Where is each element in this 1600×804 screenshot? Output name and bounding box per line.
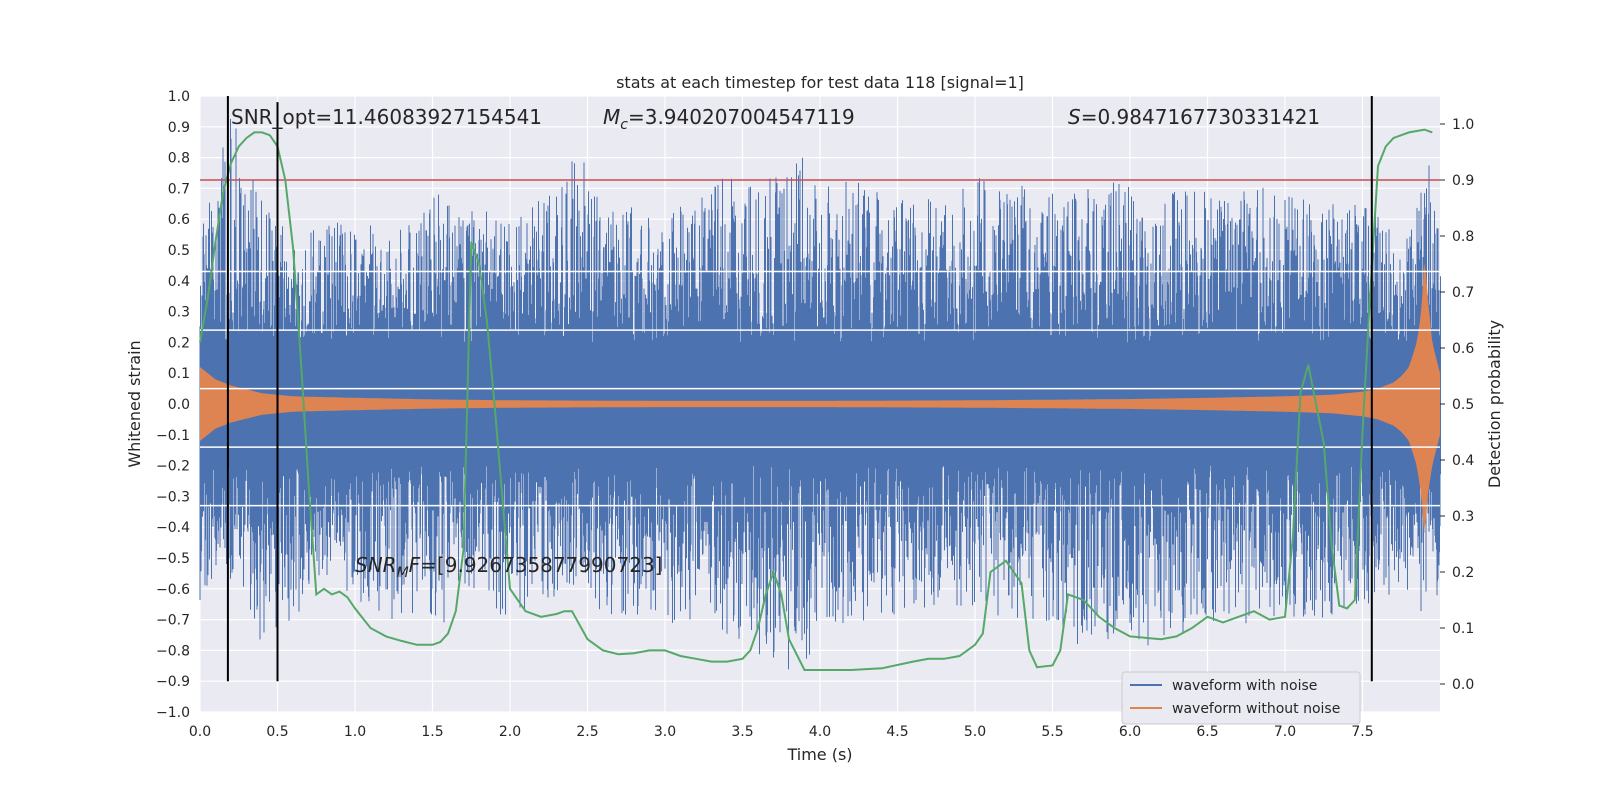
y2-tick-label: 0.9 [1452, 173, 1474, 189]
x-tick-label: 3.5 [731, 724, 753, 740]
y-tick-label: 0.4 [168, 274, 190, 290]
y2-tick-label: 0.7 [1452, 285, 1474, 301]
y-axis-label: Whitened strain [125, 340, 144, 467]
y-tick-label: −0.6 [156, 582, 190, 598]
y-tick-label: 0.6 [168, 212, 190, 228]
y-tick-label: 0.2 [168, 335, 190, 351]
waveform-with-noise-line [199, 119, 1441, 670]
y-tick-label: −0.7 [156, 613, 190, 629]
y-tick-label: −0.3 [156, 489, 190, 505]
x-tick-label: 3.0 [654, 724, 676, 740]
x-tick-label: 7.5 [1351, 724, 1373, 740]
y-tick-label: 0.5 [168, 243, 190, 259]
y-tick-label: −0.8 [156, 643, 190, 659]
x-tick-label: 6.0 [1119, 724, 1141, 740]
x-tick-label: 2.0 [499, 724, 521, 740]
y2-tick-label: 0.3 [1452, 509, 1474, 525]
y-tick-label: 0.7 [168, 181, 190, 197]
vertical-markers-layer [226, 96, 1373, 682]
y-tick-label: 0.9 [168, 120, 190, 136]
probability-layer [199, 128, 1433, 671]
x-tick-label: 4.0 [809, 724, 831, 740]
y-tick-label: −0.4 [156, 520, 190, 536]
y2-tick-label: 0.6 [1452, 341, 1474, 357]
y2-tick-label: 0.8 [1452, 229, 1474, 245]
legend: waveform with noise waveform without noi… [1121, 671, 1361, 725]
y2-axis-label: Detection probability [1485, 320, 1504, 488]
y2-tick-label: 1.0 [1452, 117, 1474, 133]
y2-tick-label: 0.2 [1452, 565, 1474, 581]
y2-tick-label: 0.5 [1452, 397, 1474, 413]
y-tick-label: 0.3 [168, 305, 190, 321]
legend-box [1121, 671, 1361, 725]
y-tick-label: −0.9 [156, 674, 190, 690]
x-tick-label: 2.5 [576, 724, 598, 740]
y2-tick-label: 0.1 [1452, 621, 1474, 637]
x-tick-label: 5.5 [1041, 724, 1063, 740]
x-tick-label: 7.0 [1274, 724, 1296, 740]
y-tick-label: 0.8 [168, 151, 190, 167]
snr-opt-annotation: SNR_opt=11.46083927154541 [231, 105, 542, 129]
legend-label-clean: waveform without noise [1172, 701, 1340, 717]
tick-labels-layer: 0.0 0.5 1.0 1.5 2.0 2.5 3.0 3.5 4.0 4.5 5.0 5.5 6.0 6… [156, 89, 1474, 740]
x-tick-label: 0.0 [189, 724, 211, 740]
x-tick-label: 4.5 [886, 724, 908, 740]
x-tick-label: 1.0 [344, 724, 366, 740]
horizontal-lines-layer [200, 179, 1440, 507]
y-tick-label: −0.5 [156, 551, 190, 567]
chart-title: stats at each timestep for test data 118… [616, 73, 1024, 92]
y-tick-label: 1.0 [168, 89, 190, 105]
x-tick-label: 6.5 [1196, 724, 1218, 740]
y2-tick-label: 0.4 [1452, 453, 1474, 469]
legend-label-noise: waveform with noise [1172, 678, 1317, 694]
x-axis-label: Time (s) [786, 745, 852, 764]
score-annotation: S=0.9847167730331421 [1068, 105, 1320, 129]
x-tick-label: 1.5 [421, 724, 443, 740]
y2-tick-label: 0.0 [1452, 677, 1474, 693]
x-tick-label: 5.0 [964, 724, 986, 740]
y-tick-label: 0.1 [168, 366, 190, 382]
x-tick-label: 0.5 [266, 724, 288, 740]
y-tick-label: 0.0 [168, 397, 190, 413]
snr-mf-annotation: SNRMF=[9.926735877990723] [355, 553, 663, 581]
y-tick-label: −1.0 [156, 705, 190, 721]
detection-probability-line [199, 128, 1433, 671]
y-tick-label: −0.1 [156, 428, 190, 444]
y-tick-label: −0.2 [156, 459, 190, 475]
chirp-mass-annotation: Mc=3.940207004547119 [603, 105, 855, 133]
